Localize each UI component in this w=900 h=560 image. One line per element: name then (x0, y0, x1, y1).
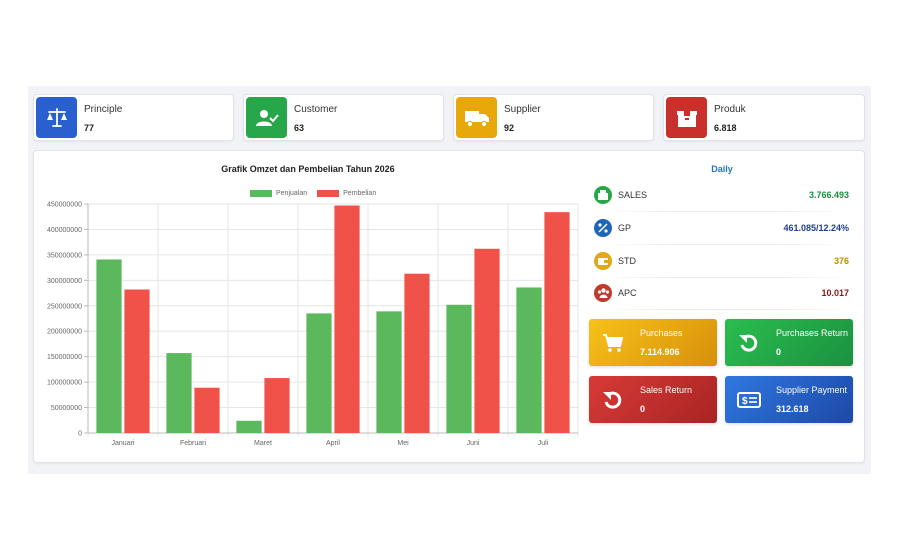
legend-item-pembelian[interactable]: Pembelian (317, 190, 376, 197)
stat-card-supplier[interactable]: Supplier 92 (453, 94, 654, 141)
undo-icon (601, 388, 625, 412)
user-check-icon (246, 97, 287, 138)
stat-label: Supplier (504, 104, 541, 115)
stat-card-produk[interactable]: Produk 6.818 (663, 94, 865, 141)
undo-icon (737, 331, 761, 355)
tile-value: 312.618 (776, 404, 809, 414)
users-icon (594, 284, 612, 302)
chart-title: Grafik Omzet dan Pembelian Tahun 2026 (221, 164, 395, 174)
divider (600, 244, 850, 245)
tile-value: 7.114.906 (640, 347, 680, 357)
tile-value: 0 (640, 404, 646, 414)
legend-label: Pembelian (343, 190, 377, 197)
daily-row-gp: GP 461.085/12.24% (592, 217, 852, 243)
tile-label: Supplier Payment (776, 385, 848, 395)
daily-label: STD (618, 256, 636, 266)
daily-row-sales: SALES 3.766.493 (592, 184, 852, 210)
tile-label: Purchases (640, 328, 683, 338)
legend-item-penjualan[interactable]: Penjualan (250, 190, 307, 197)
tile-purchases-return[interactable]: Purchases Return 0 (725, 319, 853, 366)
daily-label: SALES (618, 190, 648, 200)
stat-value: 6.818 (714, 123, 737, 133)
tile-supplier-payment[interactable]: $ Supplier Payment 312.618 (725, 376, 853, 423)
daily-value: 461.085/12.24% (783, 223, 849, 233)
tile-label: Sales Return (640, 385, 693, 395)
tile-value: 0 (776, 347, 782, 357)
divider (600, 277, 850, 278)
tile-purchases[interactable]: Purchases 7.114.906 (589, 319, 717, 366)
box-icon (666, 97, 707, 138)
stat-value: 63 (294, 123, 305, 133)
truck-icon (456, 97, 497, 138)
daily-label: GP (618, 223, 632, 233)
chart-legend[interactable]: Penjualan Pembelian (250, 190, 386, 197)
tile-label: Purchases Return (776, 328, 849, 338)
legend-label: Penjualan (276, 190, 308, 197)
scale-icon (36, 97, 77, 138)
divider (600, 309, 850, 310)
daily-value: 3.766.493 (808, 190, 849, 200)
legend-swatch (317, 190, 340, 197)
tile-sales-return[interactable]: Sales Return 0 (589, 376, 717, 423)
stat-card-principle[interactable]: Principle 77 (33, 94, 234, 141)
sales-icon (594, 186, 612, 204)
daily-label: APC (618, 288, 637, 298)
stat-card-customer[interactable]: Customer 63 (243, 94, 444, 141)
svg-text:$: $ (742, 396, 748, 407)
stat-value: 77 (84, 123, 95, 133)
stat-label: Principle (84, 104, 123, 115)
wallet-icon (594, 252, 612, 270)
legend-swatch (250, 190, 272, 197)
daily-value: 10.017 (821, 288, 849, 298)
daily-row-apc: APC 10.017 (592, 282, 852, 308)
daily-value: 376 (833, 256, 849, 266)
daily-row-std: STD 376 (592, 250, 852, 276)
cart-icon (601, 331, 625, 355)
stat-label: Produk (714, 104, 746, 115)
money-icon: $ (737, 388, 761, 412)
daily-title: Daily (711, 164, 733, 174)
divider (600, 211, 850, 212)
percent-icon (594, 219, 612, 237)
stat-label: Customer (294, 104, 338, 115)
stat-value: 92 (504, 123, 515, 133)
